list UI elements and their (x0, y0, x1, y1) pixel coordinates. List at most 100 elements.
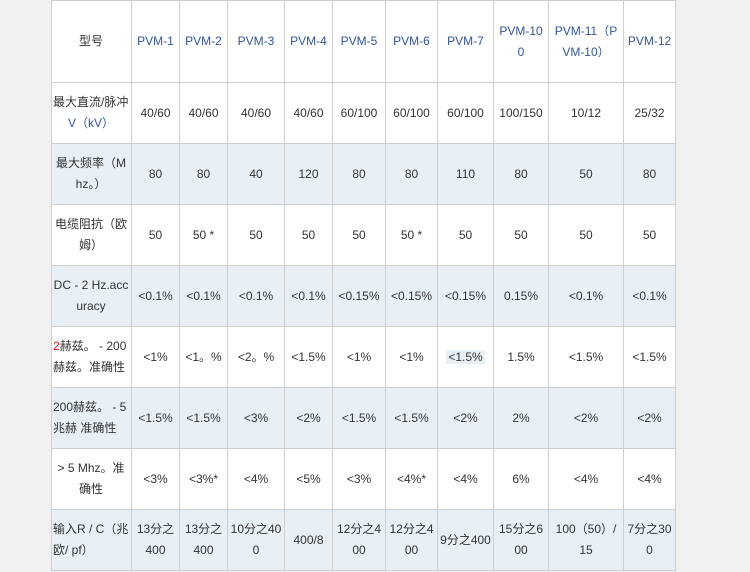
model-header: PVM-12 (623, 0, 676, 83)
value-cell: 0.15% (493, 265, 549, 327)
value-cell: <1% (385, 326, 438, 388)
value-cell: 80 (385, 143, 438, 205)
value-cell: <1.5% (131, 387, 180, 449)
value-cell: <4% (227, 448, 285, 510)
value-cell: 15分之600 (493, 509, 549, 571)
value-cell: 50 (284, 204, 333, 266)
row-label: 2赫兹。 - 200 赫兹。准确性 (51, 326, 132, 388)
value-cell: 10/12 (548, 82, 624, 144)
value-cell: <1% (131, 326, 180, 388)
value-cell: 50 (623, 204, 676, 266)
value-cell: 9分之400 (437, 509, 494, 571)
value-cell: 12分之400 (385, 509, 438, 571)
table-row: 2赫兹。 - 200 赫兹。准确性 <1% <1。% <2。% <1.5% <1% <1% <… (51, 326, 676, 388)
model-header: PVM-5 (332, 0, 386, 83)
value-cell: 50 * (385, 204, 438, 266)
value-cell: <0.1% (227, 265, 285, 327)
value-cell: 2% (493, 387, 549, 449)
value-cell: 100/150 (493, 82, 549, 144)
row-label: 电缆阻抗（欧姆） (51, 204, 132, 266)
value-cell: 40 (227, 143, 285, 205)
value-cell: 50 (227, 204, 285, 266)
value-cell: <2% (548, 387, 624, 449)
row-label-red: 2 (53, 339, 60, 353)
value-cell: <1.5% (385, 387, 438, 449)
value-cell: 110 (437, 143, 494, 205)
value-cell: <3% (227, 387, 285, 449)
value-cell: <3% (332, 448, 386, 510)
value-cell: <2% (437, 387, 494, 449)
model-header: PVM-4 (284, 0, 333, 83)
row-label: 最大频率（Mhz。） (51, 143, 132, 205)
value-cell: 80 (493, 143, 549, 205)
value-cell: 40/60 (179, 82, 228, 144)
value-cell: 50 (493, 204, 549, 266)
value-cell: 400/8 (284, 509, 333, 571)
value-cell: 50 (437, 204, 494, 266)
value-cell: 60/100 (332, 82, 386, 144)
value-cell: <4% (437, 448, 494, 510)
value-cell: <1.5% (284, 326, 333, 388)
value-cell: <3%* (179, 448, 228, 510)
row-label: 200赫兹。 - 5 兆赫 准确性 (51, 387, 132, 449)
table-row: 最大频率（Mhz。） 80 80 40 120 80 80 110 80 50 80 (51, 143, 676, 205)
model-header: PVM-7 (437, 0, 494, 83)
value-cell: 80 (179, 143, 228, 205)
table-row: 电缆阻抗（欧姆） 50 50 * 50 50 50 50 * 50 50 50 50 (51, 204, 676, 266)
value-cell: <0.15% (332, 265, 386, 327)
value-cell: 80 (332, 143, 386, 205)
value-cell: <0.1% (179, 265, 228, 327)
value-cell: <0.15% (437, 265, 494, 327)
value-cell: 60/100 (437, 82, 494, 144)
row-label: 输入R / C（兆欧/ pf） (51, 509, 132, 571)
value-cell: <0.1% (548, 265, 624, 327)
table-row: 最大直流/脉冲 V（kV） 40/60 40/60 40/60 40/60 60/100 60… (51, 82, 676, 144)
value-cell: 1.5% (493, 326, 549, 388)
value-cell: 10分之400 (227, 509, 285, 571)
table-row: 输入R / C（兆欧/ pf） 13分之400 13分之400 10分之400 400/… (51, 509, 676, 571)
value-cell: <1.5% (548, 326, 624, 388)
value-cell: <4%* (385, 448, 438, 510)
model-header: PVM-3 (227, 0, 285, 83)
value-cell: <2。% (227, 326, 285, 388)
value-cell: 40/60 (284, 82, 333, 144)
value-cell: <1% (332, 326, 386, 388)
value-cell: <0.15% (385, 265, 438, 327)
value-cell: 40/60 (227, 82, 285, 144)
value-cell: 6% (493, 448, 549, 510)
table-row: DC - 2 Hz.accuracy <0.1% <0.1% <0.1% <0.1% <0… (51, 265, 676, 327)
value-cell: 80 (131, 143, 180, 205)
header-label: 型号 (51, 0, 132, 83)
model-header: PVM-2 (179, 0, 228, 83)
value-cell: <0.1% (623, 265, 676, 327)
value-cell: 50 (548, 204, 624, 266)
model-header: PVM-100 (493, 0, 549, 83)
row-label-line1: 最大直流/脉冲 (53, 95, 129, 109)
value-cell: <1.5% (437, 326, 494, 388)
highlighted-value: <1.5% (446, 349, 485, 364)
row-label: > 5 Mhz。准确性 (51, 448, 132, 510)
value-cell: <1。% (179, 326, 228, 388)
value-cell: <1.5% (332, 387, 386, 449)
table-row: 200赫兹。 - 5 兆赫 准确性 <1.5% <1.5% <3% <2% <1.5% <1… (51, 387, 676, 449)
value-cell: 13分之400 (179, 509, 228, 571)
value-cell: 100（50）/ 15 (548, 509, 624, 571)
value-cell: 12分之400 (332, 509, 386, 571)
value-cell: 60/100 (385, 82, 438, 144)
value-cell: <4% (623, 448, 676, 510)
value-cell: 50 (332, 204, 386, 266)
value-cell: <1.5% (179, 387, 228, 449)
model-header: PVM-11（PVM-10） (548, 0, 624, 83)
row-label-rest: 赫兹。 - 200 赫兹。准确性 (53, 339, 127, 374)
value-cell: <0.1% (284, 265, 333, 327)
value-cell: 80 (623, 143, 676, 205)
value-cell: 50 * (179, 204, 228, 266)
value-cell: 13分之400 (131, 509, 180, 571)
spec-table: 型号 PVM-1 PVM-2 PVM-3 PVM-4 PVM-5 PVM-6 PVM-7 PV… (51, 0, 676, 571)
value-cell: 7分之300 (623, 509, 676, 571)
model-header: PVM-1 (131, 0, 180, 83)
row-label-unit: V（kV） (67, 116, 114, 130)
value-cell: <5% (284, 448, 333, 510)
value-cell: 50 (548, 143, 624, 205)
model-header: PVM-6 (385, 0, 438, 83)
